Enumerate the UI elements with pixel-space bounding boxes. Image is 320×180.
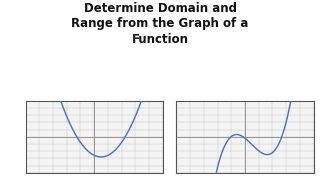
Text: Determine Domain and
Range from the Graph of a
Function: Determine Domain and Range from the Grap… [71,2,249,46]
